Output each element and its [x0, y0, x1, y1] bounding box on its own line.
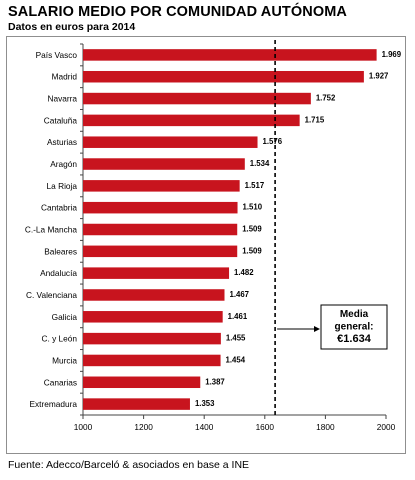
- bar: [83, 201, 238, 214]
- value-label: 1.509: [242, 246, 262, 255]
- category-label: Andalucía: [40, 268, 77, 278]
- bar: [83, 92, 311, 105]
- bar: [83, 289, 225, 301]
- bar: [83, 180, 240, 192]
- category-label: País Vasco: [36, 50, 78, 60]
- bar: [83, 354, 221, 367]
- category-label: C. y León: [41, 334, 77, 344]
- annotation-text: general:: [335, 322, 374, 333]
- value-label: 1.534: [250, 159, 270, 168]
- value-label: 1.715: [305, 115, 325, 124]
- category-label: Madrid: [52, 72, 78, 82]
- value-label: 1.387: [205, 377, 225, 386]
- value-label: 1.517: [245, 181, 265, 190]
- value-label: 1.509: [242, 225, 262, 234]
- x-tick-label: 1400: [195, 422, 214, 432]
- value-label: 1.461: [228, 312, 248, 321]
- category-label: Navarra: [47, 94, 77, 104]
- x-tick-label: 1800: [316, 422, 335, 432]
- category-label: Extremadura: [30, 399, 78, 409]
- value-label: 1.467: [230, 290, 250, 299]
- bar: [83, 267, 230, 279]
- x-tick-label: 2000: [377, 422, 396, 432]
- bar: [83, 311, 223, 323]
- bar: [83, 332, 221, 345]
- category-label: Murcia: [52, 355, 77, 365]
- x-tick-label: 1200: [134, 422, 153, 432]
- arrow-head: [314, 326, 320, 332]
- bar: [83, 398, 190, 410]
- category-label: Cantabria: [41, 203, 77, 213]
- bar: [83, 49, 377, 61]
- value-label: 1.752: [316, 94, 336, 103]
- bar: [83, 376, 201, 389]
- annotation-text: €1.634: [337, 333, 372, 345]
- value-label: 1.353: [195, 399, 215, 408]
- chart-subtitle: Datos en euros para 2014: [8, 21, 136, 33]
- value-label: 1.482: [234, 268, 254, 277]
- bar: [83, 136, 258, 148]
- annotation-text: Media: [340, 309, 369, 320]
- category-label: Asturias: [47, 137, 77, 147]
- category-label: C. Valenciana: [26, 290, 77, 300]
- bar: [83, 114, 300, 127]
- category-label: Aragón: [50, 159, 77, 169]
- value-label: 1.576: [263, 137, 283, 146]
- category-label: C.-La Mancha: [25, 225, 77, 235]
- category-label: La Rioja: [47, 181, 78, 191]
- bar: [83, 223, 238, 236]
- x-tick-label: 1600: [256, 422, 275, 432]
- value-label: 1.927: [369, 72, 389, 81]
- x-tick-label: 1000: [74, 422, 93, 432]
- chart-frame: [6, 36, 406, 454]
- source-note: Fuente: Adecco/Barceló & asociados en ba…: [8, 459, 250, 471]
- annotation-box: [320, 304, 388, 350]
- value-label: 1.454: [226, 355, 246, 364]
- bar: [83, 158, 245, 170]
- chart-title: SALARIO MEDIO POR COMUNIDAD AUTÓNOMA: [8, 4, 347, 20]
- category-label: Canarias: [44, 377, 77, 387]
- category-label: Cataluña: [44, 115, 78, 125]
- category-label: Galicia: [52, 312, 78, 322]
- value-label: 1.510: [243, 203, 263, 212]
- category-label: Baleares: [44, 246, 77, 256]
- value-label: 1.969: [382, 50, 402, 59]
- value-label: 1.455: [226, 334, 246, 343]
- bar: [83, 245, 238, 258]
- bar: [83, 70, 364, 83]
